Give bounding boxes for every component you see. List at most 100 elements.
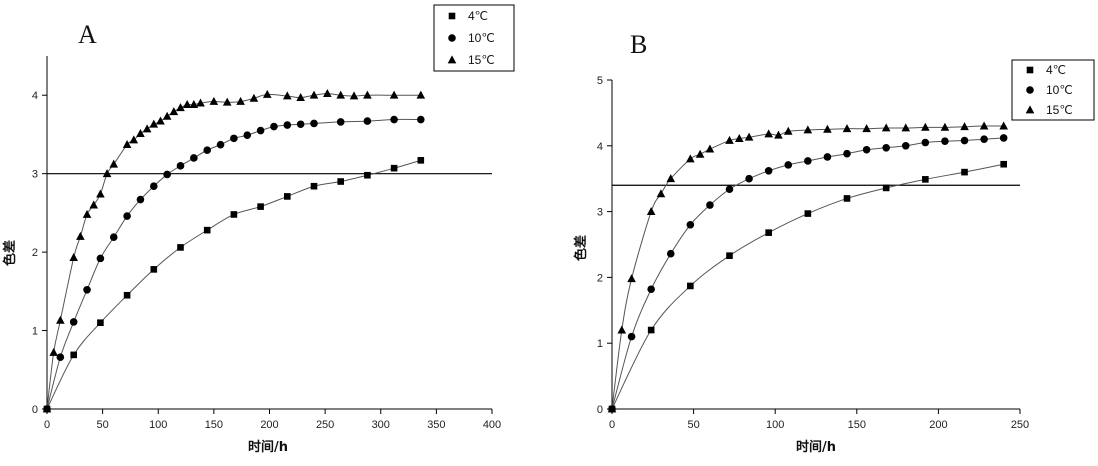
data-point-triangle	[89, 200, 99, 209]
panel-a: 0 50 100 150 200 250 300 350 400 0 1 2 3 4 A 时间/h 色差 4℃ 10…	[2, 4, 515, 455]
data-point-circle	[270, 122, 278, 131]
data-point-circle	[941, 137, 949, 145]
data-point-square	[150, 266, 158, 273]
y-tick-label: 3	[32, 169, 38, 181]
data-point-triangle	[823, 124, 832, 133]
data-point-triangle	[416, 90, 426, 99]
data-point-square	[647, 326, 655, 334]
data-point-triangle	[182, 100, 192, 109]
data-point-triangle	[142, 124, 152, 133]
data-point-triangle	[656, 189, 666, 198]
x-tick-label: 350	[427, 419, 445, 431]
data-point-triangle	[283, 91, 292, 100]
legend-marker-triangle	[1025, 105, 1035, 114]
x-tick-label: 200	[929, 419, 947, 431]
y-tick-label: 0	[32, 404, 38, 416]
x-tick-label: 0	[609, 419, 615, 431]
data-point-square	[417, 157, 425, 164]
data-point-circle	[882, 143, 890, 152]
data-point-triangle	[156, 116, 165, 125]
data-point-triangle	[725, 135, 734, 144]
data-point-triangle	[734, 133, 744, 142]
data-point-triangle	[336, 90, 345, 99]
legend-label: 4℃	[468, 9, 488, 23]
data-point-circle	[784, 161, 793, 169]
data-point-triangle	[607, 404, 617, 413]
data-point-triangle	[236, 96, 245, 105]
data-point-triangle	[862, 124, 871, 133]
data-point-triangle	[196, 98, 205, 107]
x-axis-title: 时间/h	[248, 439, 288, 455]
data-point-triangle	[262, 89, 272, 98]
legend-label: 15℃	[468, 53, 495, 67]
data-point-circle	[69, 318, 78, 326]
data-point-circle	[83, 285, 91, 294]
data-point-triangle	[705, 144, 715, 153]
data-point-square	[284, 193, 291, 200]
data-point-circle	[216, 140, 225, 149]
data-point-square	[765, 229, 772, 236]
data-point-circle	[980, 135, 988, 144]
data-point-triangle	[686, 154, 695, 163]
data-point-triangle	[96, 189, 105, 198]
data-point-square	[123, 291, 131, 299]
data-point-circle	[706, 201, 714, 209]
data-point-square	[726, 252, 733, 259]
data-point-triangle	[129, 135, 139, 144]
fit-curve-circle	[46, 118, 421, 410]
data-point-circle	[745, 174, 753, 183]
y-tick-label: 5	[597, 75, 603, 87]
y-tick-label: 2	[32, 247, 38, 259]
data-point-triangle	[783, 126, 793, 135]
data-point-triangle	[744, 132, 754, 141]
data-point-square	[230, 211, 238, 218]
data-point-circle	[163, 170, 171, 179]
data-point-square	[922, 176, 929, 183]
data-point-square	[337, 178, 344, 185]
data-point-circle	[843, 149, 851, 158]
x-tick-label: 400	[483, 419, 501, 431]
data-point-triangle	[122, 140, 132, 149]
data-point-triangle	[109, 159, 119, 168]
x-tick-label: 50	[687, 419, 699, 431]
data-point-circle	[190, 154, 198, 162]
data-point-square	[390, 164, 398, 172]
data-point-triangle	[979, 121, 989, 130]
data-point-square	[97, 319, 104, 327]
data-point-triangle	[102, 169, 112, 178]
data-point-triangle	[49, 347, 58, 356]
legend-marker-circle	[448, 34, 456, 42]
data-point-circle	[686, 220, 695, 229]
x-tick-label: 0	[44, 419, 50, 431]
legend-label: 10℃	[1046, 83, 1073, 97]
panel-label: A	[78, 20, 97, 49]
data-point-triangle	[363, 90, 372, 99]
data-point-triangle	[349, 91, 359, 100]
data-point-triangle	[695, 149, 705, 158]
data-point-circle	[647, 285, 655, 294]
data-point-circle	[901, 142, 910, 150]
legend-marker-square	[1026, 66, 1034, 74]
data-point-triangle	[901, 123, 911, 132]
data-point-circle	[283, 121, 292, 129]
data-point-circle	[150, 182, 158, 191]
x-tick-label: 250	[316, 419, 334, 431]
data-point-square	[310, 182, 318, 190]
x-axis-title: 时间/h	[796, 439, 836, 455]
data-point-triangle	[666, 174, 676, 183]
data-point-triangle	[774, 130, 783, 139]
data-point-triangle	[169, 107, 179, 116]
data-point-triangle	[249, 93, 259, 102]
legend-marker-triangle	[447, 55, 457, 64]
y-tick-label: 4	[597, 141, 603, 153]
data-point-triangle	[617, 325, 627, 334]
data-point-circle	[336, 118, 345, 126]
x-tick-label: 150	[205, 419, 223, 431]
data-point-triangle	[803, 125, 813, 134]
data-point-triangle	[162, 111, 172, 120]
y-axis-title: 色差	[2, 240, 18, 266]
data-point-circle	[804, 157, 812, 165]
x-tick-label: 100	[149, 419, 167, 431]
fit-curve-square	[46, 159, 421, 410]
data-point-triangle	[764, 129, 773, 138]
